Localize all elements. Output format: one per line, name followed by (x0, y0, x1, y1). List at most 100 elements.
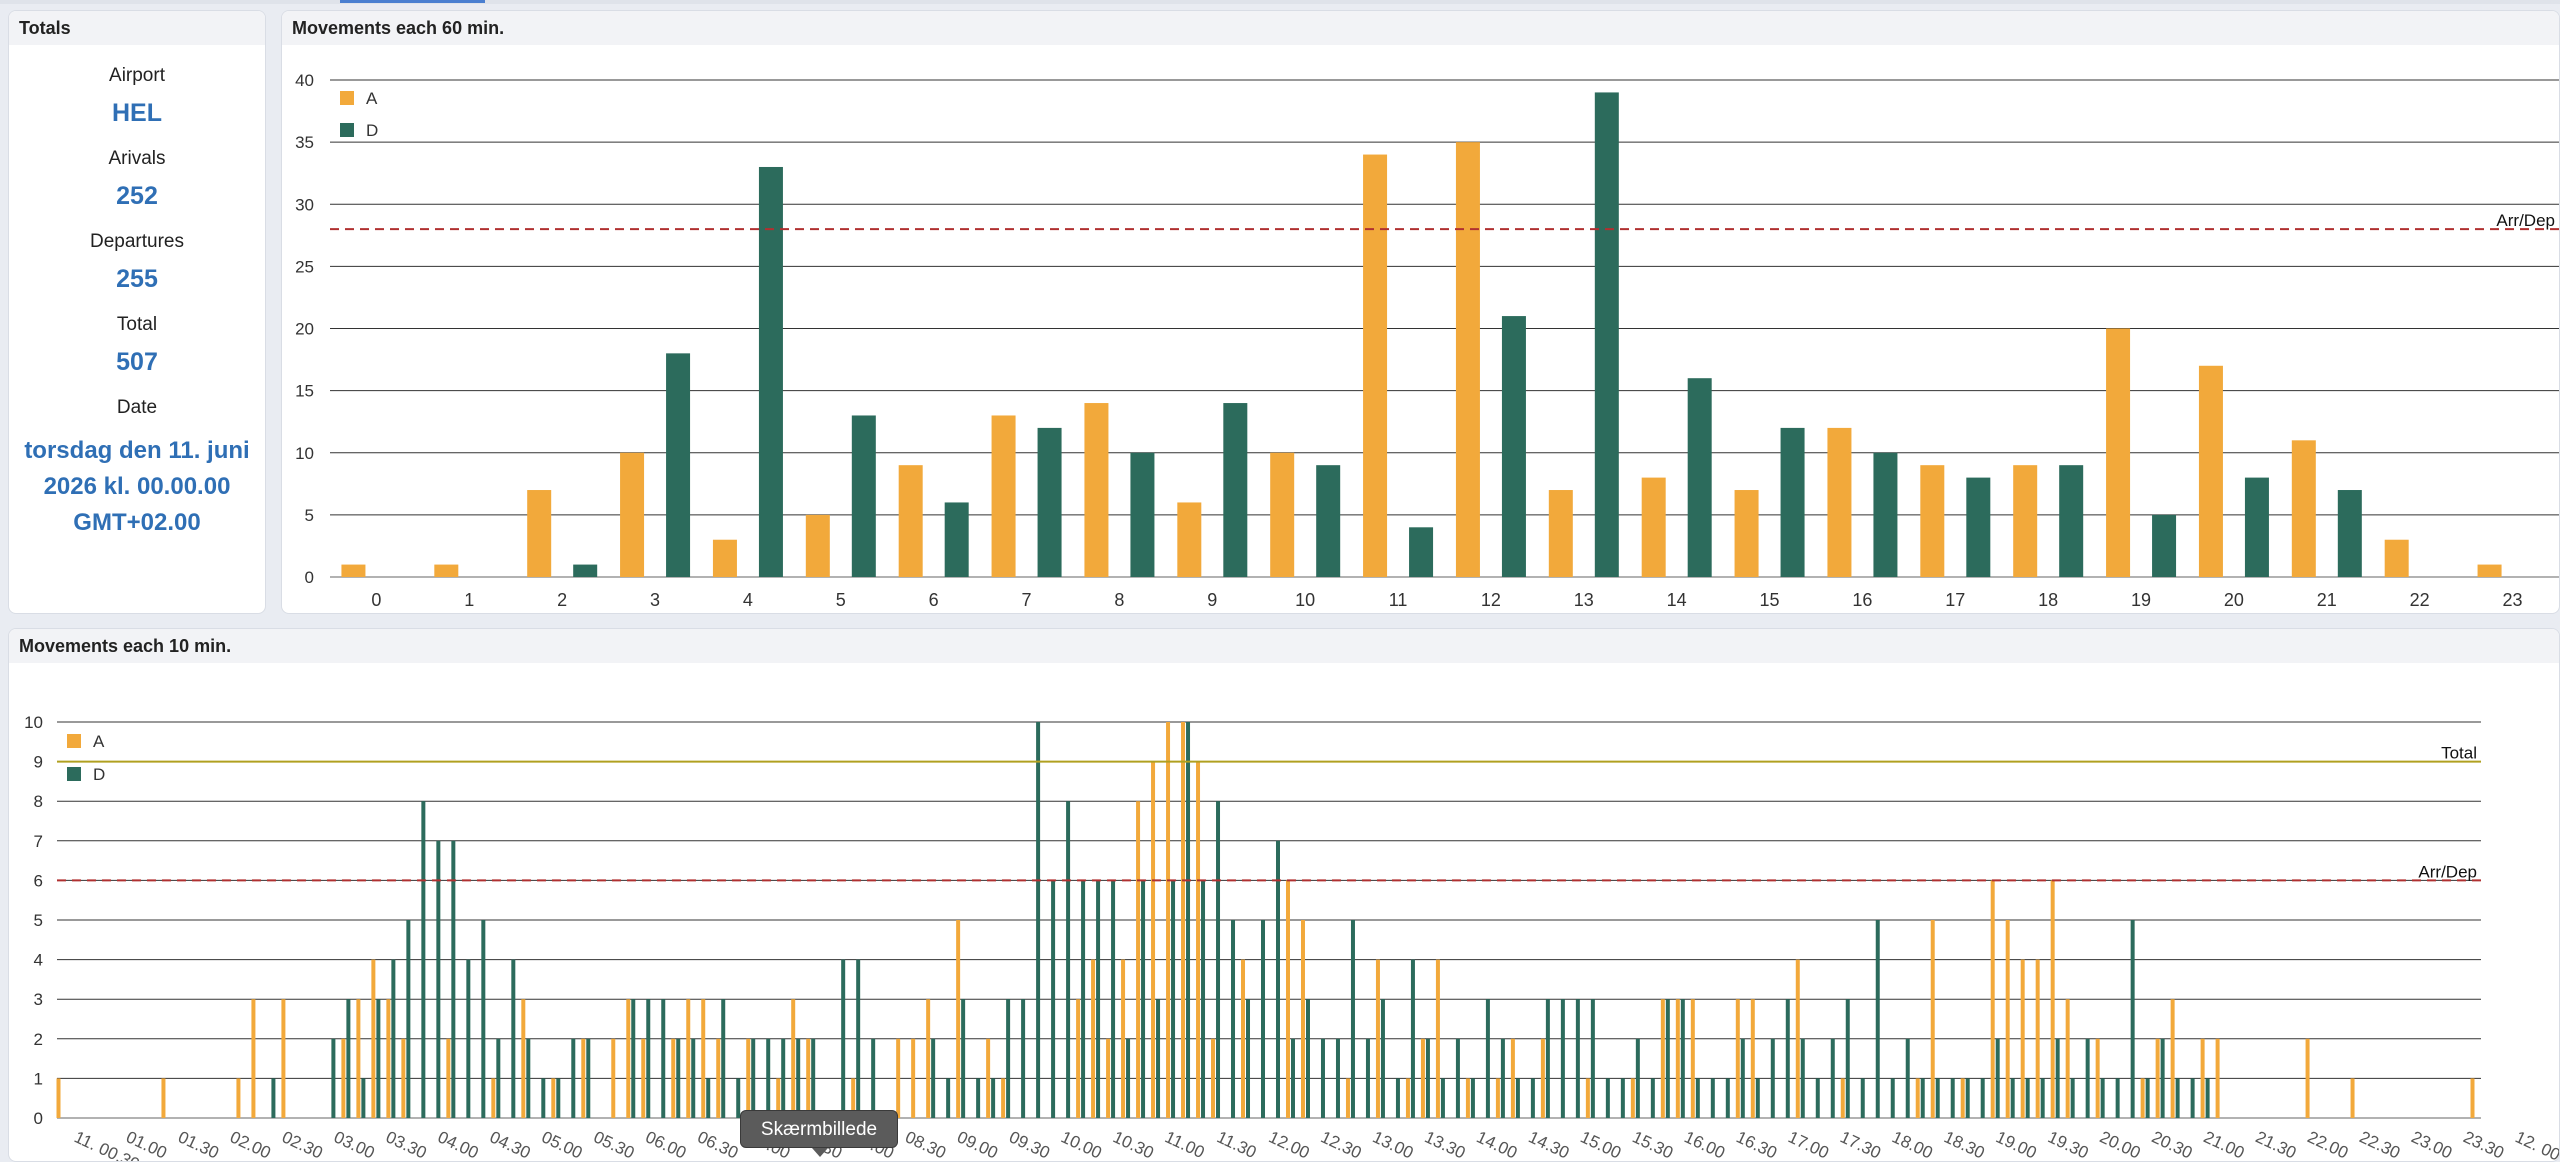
bar-arrivals (1196, 761, 1201, 1118)
bar-arrivals (1990, 880, 1995, 1118)
bar-departures (736, 1078, 741, 1118)
bar-arrivals (746, 1038, 751, 1118)
x-tick-label: 04.00 (435, 1127, 482, 1161)
bar-arrivals (521, 999, 526, 1118)
x-tick-label: 11.00 (1162, 1127, 1207, 1161)
bar-departures (1830, 1038, 1835, 1118)
bar-departures (1780, 427, 1805, 577)
bar-arrivals (491, 1078, 496, 1118)
bar-departures (1740, 1038, 1745, 1118)
bar-departures (1785, 999, 1790, 1118)
bar-departures (1223, 403, 1248, 577)
y-tick-label: 8 (34, 792, 43, 811)
x-tick-label: 10.00 (1058, 1127, 1105, 1161)
y-tick-label: 2 (34, 1030, 43, 1049)
bar-arrivals (851, 1078, 856, 1118)
bar-departures (1665, 999, 1670, 1118)
x-tick-label: 17.30 (1837, 1127, 1884, 1161)
bar-arrivals (686, 999, 691, 1118)
bar-departures (1006, 999, 1011, 1118)
date-value: torsdag den 11. juni 2026 kl. 00.00.00 G… (24, 437, 250, 536)
bar-arrivals (1690, 999, 1695, 1118)
bar-arrivals (2065, 999, 2070, 1118)
arrivals-stat: Arivals 252 (9, 148, 265, 211)
bar-arrivals (1345, 1078, 1350, 1118)
bar-departures (1725, 1078, 1730, 1118)
x-tick-label: 10.30 (1110, 1127, 1157, 1161)
x-tick-label: 02.30 (279, 1127, 326, 1161)
bar-arrivals (1455, 142, 1480, 577)
x-tick-label: 9 (1207, 590, 1217, 610)
bar-departures (2025, 1078, 2030, 1118)
x-tick-label: 18.00 (1889, 1127, 1936, 1161)
bar-departures (1500, 1038, 1505, 1118)
tenmin-chart-title: Movements each 10 min. (9, 629, 2559, 663)
bar-departures (721, 999, 726, 1118)
total-label: Total (116, 314, 158, 335)
bar-arrivals (551, 1078, 556, 1118)
bar-departures (856, 959, 861, 1118)
bar-arrivals (2215, 1038, 2220, 1118)
bar-departures (1111, 880, 1116, 1118)
bar-arrivals (1177, 502, 1202, 577)
x-tick-label: 14 (1667, 590, 1687, 610)
y-tick-label: 35 (295, 133, 314, 152)
x-tick-label: 04.30 (487, 1127, 534, 1161)
x-tick-label: 17.00 (1785, 1127, 1832, 1161)
bar-departures (496, 1038, 501, 1118)
x-tick-label: 06.00 (643, 1127, 690, 1161)
bar-arrivals (527, 490, 552, 577)
bar-departures (946, 1078, 951, 1118)
bar-arrivals (1375, 959, 1380, 1118)
airport-label: Airport (109, 65, 165, 86)
x-tick-label: 15 (1760, 590, 1780, 610)
bar-departures (1687, 378, 1712, 577)
x-tick-label: 12. 00.00 (2512, 1127, 2559, 1161)
bar-arrivals (1435, 959, 1440, 1118)
bar-departures (271, 1078, 276, 1118)
x-tick-label: 14.30 (1526, 1127, 1573, 1161)
bar-arrivals (2106, 328, 2131, 577)
x-tick-label: 02.00 (227, 1127, 274, 1161)
bar-departures (1051, 880, 1056, 1118)
bar-departures (1590, 999, 1595, 1118)
x-tick-label: 14.00 (1474, 1127, 1521, 1161)
bar-arrivals (1630, 1078, 1635, 1118)
x-tick-label: 13 (1574, 590, 1594, 610)
bar-departures (511, 959, 516, 1118)
bar-arrivals (1641, 477, 1666, 577)
x-tick-label: 5 (836, 590, 846, 610)
bar-departures (931, 1038, 936, 1118)
bar-arrivals (1300, 920, 1305, 1118)
bar-departures (1021, 999, 1026, 1118)
bar-arrivals (1840, 1078, 1845, 1118)
bar-departures (2175, 1078, 2180, 1118)
totals-panel: Totals Airport HEL Arivals 252 Departure… (8, 10, 266, 614)
bar-departures (2145, 1078, 2150, 1118)
bar-departures (571, 1038, 576, 1118)
departures-stat: Departures 255 (9, 231, 265, 294)
x-tick-label: 13.30 (1422, 1127, 1469, 1161)
bar-arrivals (1001, 1078, 1006, 1118)
bar-departures (421, 801, 426, 1118)
bar-arrivals (2350, 1078, 2355, 1118)
bar-departures (1594, 92, 1619, 578)
y-tick-label: 3 (34, 990, 43, 1009)
bar-departures (1755, 1078, 1760, 1118)
bar-arrivals (581, 1038, 586, 1118)
x-tick-label: 15.00 (1577, 1127, 1624, 1161)
bar-departures (991, 1078, 996, 1118)
bar-arrivals (1405, 1078, 1410, 1118)
x-tick-label: 19.00 (1993, 1127, 2040, 1161)
bar-departures (676, 1038, 681, 1118)
x-tick-label: 05.30 (591, 1127, 638, 1161)
bar-departures (2337, 490, 2362, 577)
bar-departures (1935, 1078, 1940, 1118)
bar-arrivals (356, 999, 361, 1118)
bar-departures (1141, 880, 1146, 1118)
bar-arrivals (2470, 1078, 2475, 1118)
tenmin-chart-panel: Movements each 10 min. 0 1 2 3 4 5 6 7 8 9 10 Total… (8, 628, 2560, 1162)
bar-arrivals (434, 564, 459, 577)
x-tick-label: 21.30 (2253, 1127, 2300, 1161)
